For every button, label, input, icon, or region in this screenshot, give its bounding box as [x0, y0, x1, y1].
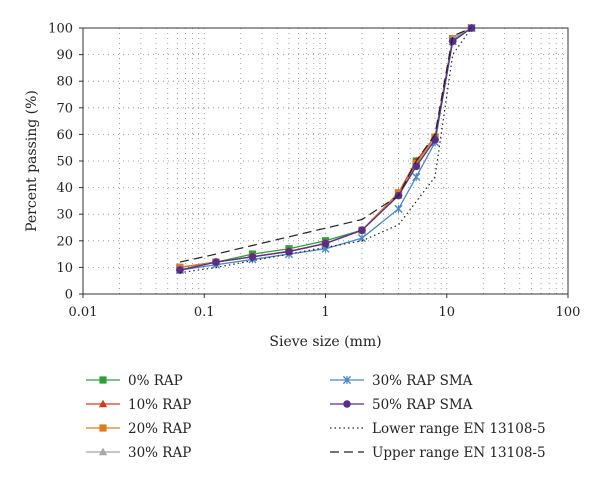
legend: 0% RAP 10% RAP 20% RAP 30% RAP 30% RAP SMA 50…: [86, 373, 546, 461]
x-tick-label: 0.01: [69, 305, 98, 320]
data-point: [412, 162, 420, 171]
series-30-rap-sma: [175, 23, 476, 275]
series-line: [179, 27, 472, 274]
data-point: [412, 172, 421, 182]
y-tick-label: 80: [56, 75, 73, 90]
legend-label: 10% RAP: [128, 397, 191, 413]
y-tick-label: 10: [56, 261, 73, 276]
data-point: [342, 375, 352, 385]
legend-item: 10% RAP: [86, 397, 191, 413]
series-50-rap-sma: [176, 24, 476, 274]
grid: [83, 27, 568, 294]
y-tick-label: 90: [56, 48, 73, 63]
legend-item: 30% RAP SMA: [330, 373, 473, 389]
y-tick-label: 60: [56, 128, 73, 143]
series-upper-range-en-13108-5: [179, 27, 472, 263]
y-tick-label: 20: [56, 234, 73, 249]
data-point: [99, 376, 107, 384]
legend-label: 50% RAP SMA: [372, 397, 473, 413]
series-20-rap: [176, 24, 476, 271]
y-tick-label: 100: [48, 22, 73, 37]
legend-label: 0% RAP: [128, 373, 183, 389]
x-tick-label: 10: [438, 305, 455, 320]
x-axis-title: Sieve size (mm): [269, 334, 381, 350]
legend-label: Upper range EN 13108-5: [372, 445, 546, 461]
legend-item: Upper range EN 13108-5: [330, 445, 546, 461]
legend-item: 30% RAP: [86, 445, 191, 461]
plot-frame: [82, 27, 569, 295]
data-point: [248, 252, 257, 261]
y-tick-label: 0: [65, 288, 73, 303]
data-point: [343, 400, 351, 408]
legend-label: 30% RAP SMA: [372, 373, 473, 389]
legend-label: 30% RAP: [128, 445, 191, 461]
y-tick-label: 30: [56, 208, 73, 223]
data-point: [98, 399, 108, 408]
data-point: [394, 204, 403, 213]
x-tick-label: 1: [321, 305, 329, 320]
y-tick-label: 50: [56, 155, 73, 170]
data-point: [176, 266, 184, 274]
x-tick-label: 0.1: [194, 305, 215, 320]
y-axis-title: Percent passing (%): [24, 90, 40, 232]
legend-item: 0% RAP: [86, 373, 183, 389]
legend-label: 20% RAP: [128, 421, 191, 437]
legend-item: Lower range EN 13108-5: [330, 421, 546, 437]
data-point: [99, 424, 107, 432]
series-0-rap: [176, 24, 476, 271]
y-tick-label: 70: [56, 101, 73, 116]
data-point: [98, 447, 108, 456]
data-point: [321, 239, 330, 248]
y-tick-label: 40: [56, 181, 73, 196]
data-point: [212, 258, 220, 266]
x-tick-label: 100: [556, 305, 581, 320]
axis-ticks: 0 10 20 30 40 50 60 70 80 90 100 0.01 0.1 1 10 100: [48, 22, 580, 321]
series-lower-range-en-13108-5: [179, 27, 472, 274]
data-point: [358, 226, 366, 234]
data-point: [431, 135, 439, 144]
legend-item: 20% RAP: [86, 421, 191, 437]
series-line: [179, 27, 472, 263]
legend-item: 50% RAP SMA: [330, 397, 473, 413]
legend-label: Lower range EN 13108-5: [372, 421, 546, 437]
series-lines: [175, 23, 476, 275]
